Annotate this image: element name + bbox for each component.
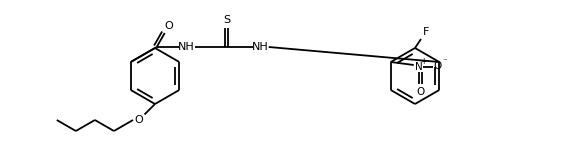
Text: NH: NH xyxy=(178,42,195,52)
Text: ⁻: ⁻ xyxy=(442,58,447,67)
Text: S: S xyxy=(223,15,230,25)
Text: F: F xyxy=(423,27,429,37)
Text: NH: NH xyxy=(253,42,269,52)
Text: N: N xyxy=(415,62,422,72)
Text: +: + xyxy=(421,57,427,66)
Text: O: O xyxy=(164,21,173,31)
Text: O: O xyxy=(135,115,144,125)
Text: O: O xyxy=(434,61,442,71)
Text: O: O xyxy=(417,87,425,97)
